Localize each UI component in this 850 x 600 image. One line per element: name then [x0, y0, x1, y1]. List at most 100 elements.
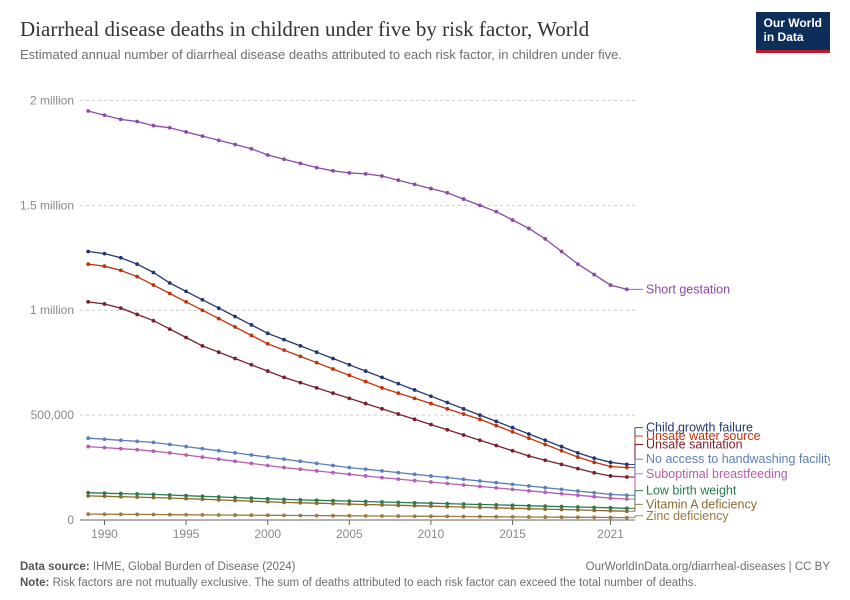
series-marker: [560, 508, 564, 512]
series-marker: [494, 515, 498, 519]
series-marker: [103, 302, 107, 306]
attribution-text: OurWorldInData.org/diarrheal-diseases | …: [586, 559, 830, 576]
series-marker: [543, 443, 547, 447]
series-marker: [119, 268, 123, 272]
series-marker: [201, 447, 205, 451]
series-marker: [184, 289, 188, 293]
series-marker: [494, 486, 498, 490]
series-marker: [429, 394, 433, 398]
series-label: Zinc deficiency: [646, 509, 729, 523]
y-tick-label: 500,000: [31, 408, 75, 422]
series-marker: [527, 432, 531, 436]
series-marker: [184, 300, 188, 304]
series-marker: [347, 396, 351, 400]
series-marker: [168, 292, 172, 296]
chart-header: Diarrheal disease deaths in children und…: [0, 0, 850, 72]
series-marker: [152, 496, 156, 500]
series-marker: [217, 350, 221, 354]
series-marker: [119, 256, 123, 260]
series-marker: [429, 423, 433, 427]
series-marker: [527, 515, 531, 519]
series-marker: [592, 460, 596, 464]
series-marker: [168, 513, 172, 517]
series-marker: [152, 513, 156, 517]
series-marker: [413, 514, 417, 518]
series-marker: [380, 469, 384, 473]
series-marker: [429, 514, 433, 518]
series-marker: [527, 227, 531, 231]
series-marker: [347, 466, 351, 470]
series-marker: [462, 505, 466, 509]
series-marker: [168, 126, 172, 130]
series-marker: [462, 407, 466, 411]
series-marker: [364, 402, 368, 406]
series-marker: [543, 486, 547, 490]
series-marker: [380, 476, 384, 480]
series-marker: [298, 344, 302, 348]
series-marker: [315, 386, 319, 390]
series-marker: [233, 513, 237, 517]
series-marker: [152, 271, 156, 275]
series-marker: [135, 495, 139, 499]
series-marker: [86, 300, 90, 304]
series-marker: [478, 417, 482, 421]
series-marker: [315, 461, 319, 465]
series-marker: [282, 338, 286, 342]
series-marker: [560, 515, 564, 519]
series-marker: [298, 501, 302, 505]
series-marker: [413, 479, 417, 483]
series-marker: [217, 138, 221, 142]
series-marker: [576, 467, 580, 471]
series-marker: [249, 461, 253, 465]
series-marker: [478, 203, 482, 207]
series-marker: [86, 262, 90, 266]
series-marker: [201, 298, 205, 302]
note-label: Note:: [20, 577, 49, 589]
series-marker: [511, 482, 515, 486]
series-marker: [184, 336, 188, 340]
series-marker: [396, 477, 400, 481]
y-tick-label: 2 million: [30, 93, 74, 107]
series-marker: [184, 513, 188, 517]
series-marker: [462, 515, 466, 519]
series-marker: [543, 490, 547, 494]
line-chart-svg: 0500,0001 million1.5 million2 million199…: [20, 78, 830, 552]
series-marker: [103, 252, 107, 256]
series-marker: [560, 463, 564, 467]
x-tick-label: 2005: [336, 527, 363, 541]
series-marker: [413, 396, 417, 400]
series-marker: [364, 514, 368, 518]
series-marker: [380, 514, 384, 518]
logo-line1: Our World: [764, 17, 822, 31]
series-marker: [380, 174, 384, 178]
series-marker: [396, 391, 400, 395]
series-marker: [233, 451, 237, 455]
series-marker: [364, 380, 368, 384]
series-marker: [592, 471, 596, 475]
series-label: Low birth weight: [646, 484, 737, 498]
series-marker: [364, 369, 368, 373]
series-marker: [380, 407, 384, 411]
series-marker: [429, 504, 433, 508]
series-marker: [86, 250, 90, 254]
series-marker: [511, 218, 515, 222]
series-marker: [527, 484, 531, 488]
series-marker: [217, 513, 221, 517]
series-marker: [576, 455, 580, 459]
series-marker: [249, 513, 253, 517]
series-marker: [266, 369, 270, 373]
series-marker: [445, 515, 449, 519]
series-marker: [249, 499, 253, 503]
series-marker: [282, 457, 286, 461]
series-marker: [380, 386, 384, 390]
series-marker: [103, 512, 107, 516]
series-marker: [266, 153, 270, 157]
series-marker: [201, 513, 205, 517]
series-marker: [298, 354, 302, 358]
series-marker: [103, 446, 107, 450]
series-marker: [462, 197, 466, 201]
series-marker: [609, 516, 613, 520]
series-marker: [609, 496, 613, 500]
series-marker: [298, 467, 302, 471]
series-marker: [576, 489, 580, 493]
